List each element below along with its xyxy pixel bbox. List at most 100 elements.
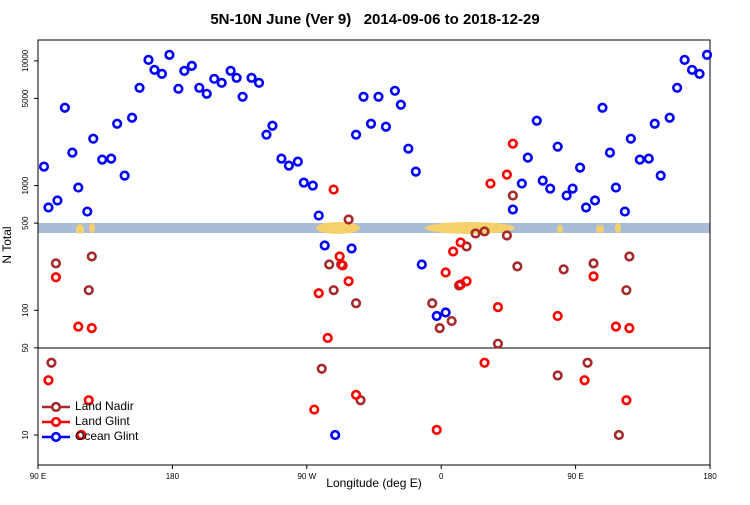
point xyxy=(621,395,632,406)
point xyxy=(50,272,62,283)
point xyxy=(694,68,705,79)
x-axis-label: Longitude (deg E) xyxy=(326,476,421,490)
point xyxy=(672,82,683,93)
point xyxy=(46,357,57,368)
point xyxy=(365,118,377,129)
point xyxy=(427,298,438,309)
y-tick-label: 1000 xyxy=(21,176,30,194)
point xyxy=(186,60,197,71)
point xyxy=(588,271,599,282)
point xyxy=(655,170,666,181)
point xyxy=(350,298,362,309)
point xyxy=(52,195,63,206)
point xyxy=(610,321,622,332)
point xyxy=(580,202,592,213)
point xyxy=(507,138,518,149)
y-tick-label: 5000 xyxy=(21,89,30,107)
y-tick-label: 50 xyxy=(21,343,30,352)
point xyxy=(307,180,318,191)
x-tick-label: 90 E xyxy=(567,472,583,481)
point xyxy=(43,375,54,386)
point xyxy=(479,357,490,368)
point xyxy=(328,285,339,296)
point xyxy=(501,169,513,180)
point xyxy=(604,147,616,158)
point xyxy=(82,206,93,217)
point xyxy=(328,184,339,195)
point xyxy=(334,251,345,262)
point xyxy=(112,118,123,129)
point xyxy=(561,190,572,201)
point xyxy=(455,237,466,248)
point xyxy=(126,112,138,123)
point xyxy=(324,259,335,270)
point xyxy=(164,49,175,60)
point xyxy=(319,240,330,251)
point xyxy=(485,178,496,189)
point xyxy=(86,322,97,334)
point xyxy=(416,259,427,270)
point xyxy=(309,404,320,415)
point xyxy=(395,99,406,110)
point xyxy=(434,322,445,334)
point xyxy=(350,129,362,140)
point xyxy=(501,230,513,241)
point xyxy=(316,363,327,374)
point xyxy=(276,153,287,164)
point xyxy=(283,160,294,171)
point xyxy=(649,118,660,129)
y-tick-label: 10 xyxy=(21,430,30,439)
point xyxy=(625,133,636,144)
point xyxy=(579,375,590,386)
point xyxy=(73,321,84,332)
point xyxy=(298,177,309,188)
point xyxy=(446,315,457,327)
point xyxy=(225,65,236,76)
point xyxy=(216,77,227,88)
point xyxy=(613,429,625,441)
point xyxy=(143,54,154,65)
point xyxy=(173,83,184,94)
point xyxy=(582,357,593,368)
point xyxy=(479,226,490,237)
legend-marker xyxy=(50,401,62,413)
point xyxy=(679,54,690,65)
point xyxy=(106,153,117,164)
point xyxy=(440,307,451,318)
point xyxy=(431,310,442,322)
point xyxy=(73,182,84,193)
point xyxy=(588,258,599,269)
legend-label: Ocean Glint xyxy=(75,429,139,443)
point xyxy=(589,195,601,206)
point xyxy=(313,210,324,221)
point xyxy=(313,288,324,299)
point xyxy=(440,267,451,278)
x-tick-label: 180 xyxy=(166,472,180,481)
point xyxy=(507,204,518,215)
y-tick-label: 10000 xyxy=(21,49,30,72)
point xyxy=(373,91,384,102)
point xyxy=(237,91,248,102)
point xyxy=(83,395,94,406)
point xyxy=(86,251,97,262)
x-tick-label: 90 E xyxy=(30,472,46,481)
point xyxy=(552,370,563,381)
point xyxy=(201,88,212,99)
point xyxy=(448,246,459,257)
plot-frame xyxy=(37,39,711,466)
point xyxy=(552,141,563,152)
point xyxy=(624,322,635,334)
legend-marker xyxy=(50,431,62,443)
point xyxy=(358,91,369,102)
land-shapes xyxy=(76,222,621,234)
point xyxy=(431,424,442,435)
x-tick-label: 180 xyxy=(703,472,717,481)
point xyxy=(552,310,563,322)
point xyxy=(43,202,54,213)
point xyxy=(346,243,357,254)
point xyxy=(686,64,698,75)
y-tick-label: 500 xyxy=(21,216,30,230)
point xyxy=(246,72,257,83)
point xyxy=(664,112,675,123)
legend-marker xyxy=(50,416,62,428)
